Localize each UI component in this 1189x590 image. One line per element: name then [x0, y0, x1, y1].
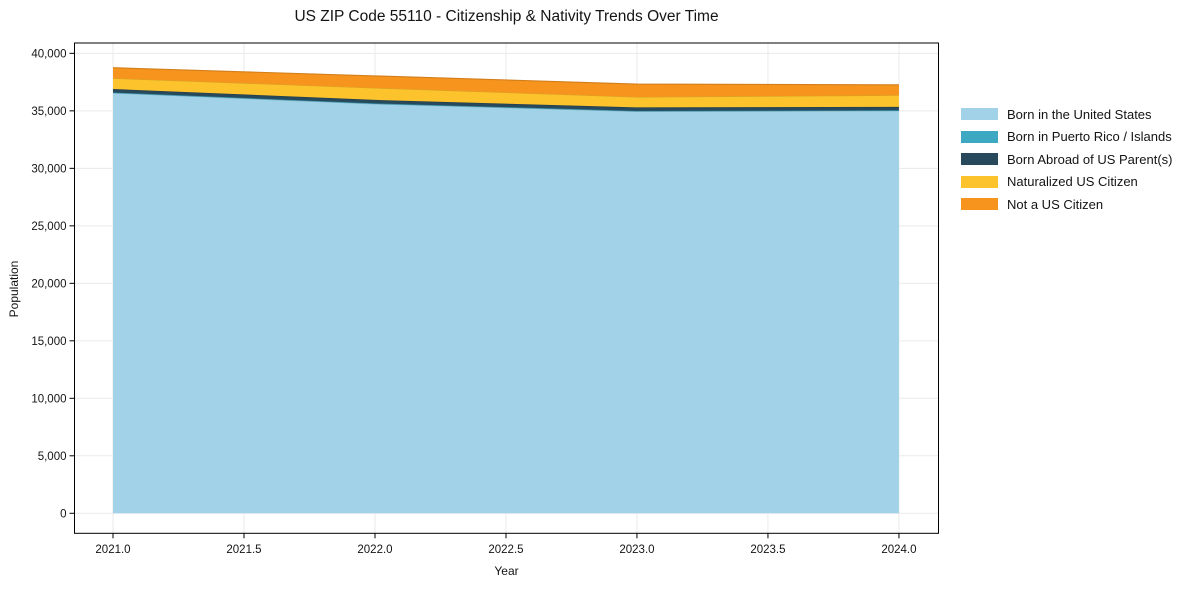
y-tick-label: 15,000: [31, 336, 66, 348]
x-tick-label: 2021.5: [226, 544, 261, 556]
x-tick-label: 2024.0: [881, 544, 916, 556]
area-born-in-the-united-states: [113, 93, 899, 514]
legend-label: Born in the United States: [1007, 106, 1152, 122]
area-edge-not-a-us-citizen: [112, 67, 899, 86]
x-tick-label: 2022.0: [357, 544, 392, 556]
legend: Born in the United States Born in Puerto …: [961, 103, 1172, 216]
y-tick-label: 5,000: [38, 451, 67, 463]
legend-label: Born in Puerto Rico / Islands: [1007, 129, 1172, 145]
y-tick-label: 30,000: [31, 163, 66, 175]
legend-item: Born in Puerto Rico / Islands: [961, 126, 1172, 149]
x-tick-label: 2023.5: [750, 544, 785, 556]
legend-swatch-born-abroad-of-us-parent-s: [961, 153, 998, 166]
plot-frame: [74, 42, 939, 534]
y-tick-label: 40,000: [31, 48, 66, 60]
legend-item: Born in the United States: [961, 103, 1172, 126]
x-tick-label: 2022.5: [488, 544, 523, 556]
legend-item: Born Abroad of US Parent(s): [961, 148, 1172, 171]
legend-item: Not a US Citizen: [961, 193, 1172, 216]
legend-swatch-not-a-us-citizen: [961, 198, 998, 211]
chart-title: US ZIP Code 55110 - Citizenship & Nativi…: [294, 8, 719, 25]
y-axis-label: Population: [7, 260, 21, 318]
legend-item: Naturalized US Citizen: [961, 171, 1172, 194]
y-tick-label: 20,000: [31, 278, 66, 290]
area-born-abroad-of-us-parent-s: [113, 88, 899, 111]
y-tick-label: 25,000: [31, 221, 66, 233]
x-tick-label: 2021.0: [95, 544, 130, 556]
area-not-a-us-citizen: [113, 67, 899, 98]
x-tick-label: 2023.0: [619, 544, 654, 556]
legend-label: Born Abroad of US Parent(s): [1007, 151, 1173, 167]
legend-swatch-born-in-the-united-states: [961, 108, 998, 121]
y-tick-label: 35,000: [31, 106, 66, 118]
y-tick-label: 10,000: [31, 393, 66, 405]
legend-swatch-naturalized-us-citizen: [961, 175, 998, 188]
legend-swatch-born-in-puerto-rico-islands: [961, 130, 998, 143]
legend-label: Naturalized US Citizen: [1007, 174, 1138, 190]
x-axis-label: Year: [494, 564, 519, 578]
y-tick-label: 0: [60, 508, 66, 520]
legend-label: Not a US Citizen: [1007, 196, 1104, 212]
